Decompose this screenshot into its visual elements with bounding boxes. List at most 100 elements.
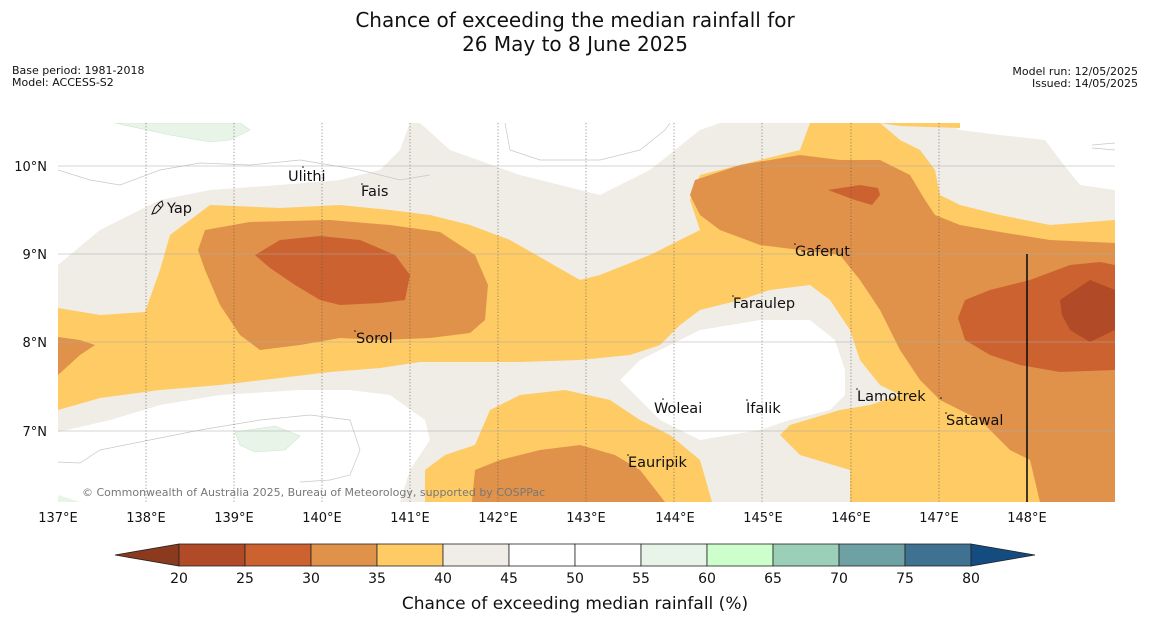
lon-label-138E: 138°E	[126, 511, 166, 526]
colorbar-tick-30: 30	[302, 571, 320, 587]
copyright-notice: © Commonwealth of Australia 2025, Bureau…	[82, 486, 545, 499]
island-marker-fais	[361, 183, 363, 185]
island-marker-faraulep	[732, 295, 734, 297]
meta-left: Base period: 1981-2018 Model: ACCESS-S2	[12, 65, 144, 89]
lat-axis-labels: 10°N 9°N 8°N 7°N	[14, 160, 47, 440]
band-45-55-center	[620, 320, 845, 440]
place-label-yap: Yap	[166, 201, 192, 217]
map-title: Chance of exceeding the median rainfall …	[0, 8, 1150, 56]
gridlines	[145, 123, 940, 502]
lon-label-142E: 142°E	[478, 511, 518, 526]
lon-label-148E: 148°E	[1007, 511, 1047, 526]
colorbar-segment-50-55	[574, 543, 642, 567]
lat-label-10N: 10°N	[14, 160, 47, 175]
colorbar-tick-40: 40	[434, 571, 452, 587]
place-label-faraulep: Faraulep	[733, 296, 795, 312]
lon-label-141E: 141°E	[390, 511, 430, 526]
island-marker-gaferut	[794, 243, 796, 245]
colorbar-tick-55: 55	[632, 571, 650, 587]
colorbar-tick-20: 20	[170, 571, 188, 587]
colorbar-tick-65: 65	[764, 571, 782, 587]
island-markers	[302, 166, 947, 456]
colorbar-segment-70-75	[838, 543, 906, 567]
lon-label-146E: 146°E	[831, 511, 871, 526]
lat-gridlines	[58, 165, 1115, 432]
band-25-30-west	[255, 236, 410, 305]
band-45-55-top-left	[58, 123, 720, 265]
island-marker-ifalik	[746, 399, 748, 401]
band-55-60-south	[234, 425, 301, 453]
colorbar-segment-55-60	[640, 543, 708, 567]
map-area: Ulithi Fais Yap Gaferut Faraulep Sorol L…	[58, 123, 1115, 502]
place-label-gaferut: Gaferut	[795, 244, 850, 260]
model-run: Model run: 12/05/2025	[1012, 65, 1138, 78]
band-30-35-west-edge	[58, 337, 95, 375]
yap-island-shape	[151, 200, 164, 215]
band-55-60-north	[114, 123, 251, 143]
island-marker-eauripik	[627, 454, 629, 456]
meta-right: Model run: 12/05/2025 Issued: 14/05/2025	[1012, 66, 1138, 90]
colorbar-segment-75-80	[904, 543, 972, 567]
island-marker-sorol	[354, 330, 356, 332]
colorbar-segment-30-35	[310, 543, 378, 567]
colorbar-segment-25-30	[244, 543, 312, 567]
place-label-ulithi: Ulithi	[288, 169, 326, 185]
colorbar-over-arrow	[970, 543, 1036, 567]
colorbar-under-arrow	[114, 543, 180, 567]
band-45-55-top-right	[945, 123, 1115, 190]
place-label-eauripik: Eauripik	[628, 455, 687, 471]
lon-label-139E: 139°E	[214, 511, 254, 526]
band-25-30-north	[828, 185, 880, 205]
place-label-sorol: Sorol	[356, 331, 393, 347]
colorbar-tick-60: 60	[698, 571, 716, 587]
colorbar-title: Chance of exceeding median rainfall (%)	[401, 594, 749, 614]
place-label-satawal: Satawal	[946, 413, 1003, 429]
band-55-60-corner	[58, 495, 80, 502]
colorbar-tick-35: 35	[368, 571, 386, 587]
colorbar-segment-65-70	[772, 543, 840, 567]
title-line-1: Chance of exceeding the median rainfall …	[355, 8, 795, 32]
base-period: Base period: 1981-2018	[12, 64, 145, 77]
band-35-40-northeast	[880, 123, 960, 128]
colorbar-segment-35-40	[376, 543, 444, 567]
place-labels: Ulithi Fais Yap Gaferut Faraulep Sorol L…	[166, 169, 1003, 471]
island-marker-satawal	[945, 412, 947, 414]
lon-label-140E: 140°E	[302, 511, 342, 526]
lat-label-7N: 7°N	[23, 425, 48, 440]
lon-label-143E: 143°E	[566, 511, 606, 526]
lon-label-144E: 144°E	[655, 511, 695, 526]
island-marker-lamotrek-2	[940, 397, 942, 399]
place-label-woleai: Woleai	[654, 401, 702, 417]
colorbar-ticks: 20 25 30 35 40 45 50 55 60 65 70 75 80	[170, 571, 980, 587]
colorbar-segment-20-25	[178, 543, 246, 567]
model-name: Model: ACCESS-S2	[12, 76, 114, 89]
place-label-fais: Fais	[361, 184, 388, 200]
colorbar-tick-25: 25	[236, 571, 254, 587]
colorbar-segment-40-45	[442, 543, 510, 567]
contour-northwest	[58, 159, 431, 186]
colorbar-tick-75: 75	[896, 571, 914, 587]
place-label-ifalik: Ifalik	[746, 401, 781, 417]
lon-label-137E: 137°E	[38, 511, 78, 526]
issued-date: Issued: 14/05/2025	[1031, 77, 1138, 90]
place-label-lamotrek: Lamotrek	[857, 389, 926, 405]
colorbar	[114, 543, 1036, 567]
colorbar-tick-50: 50	[566, 571, 584, 587]
title-line-2: 26 May to 8 June 2025	[462, 32, 688, 56]
lon-label-145E: 145°E	[743, 511, 783, 526]
lat-label-9N: 9°N	[23, 248, 48, 263]
island-marker-ulithi	[302, 166, 304, 168]
colorbar-segment-60-65	[706, 543, 774, 567]
lon-label-147E: 147°E	[919, 511, 959, 526]
contour-east	[1091, 142, 1115, 151]
contour-north	[504, 123, 671, 161]
lat-label-8N: 8°N	[23, 336, 48, 351]
band-30-35-northeast	[690, 155, 1115, 502]
colorbar-tick-80: 80	[962, 571, 980, 587]
band-20-25-east	[1060, 280, 1115, 342]
island-marker-woleai	[662, 398, 664, 400]
band-30-35-south	[472, 445, 665, 502]
contour-southwest	[58, 414, 361, 483]
colorbar-segment-45-50	[508, 543, 576, 567]
